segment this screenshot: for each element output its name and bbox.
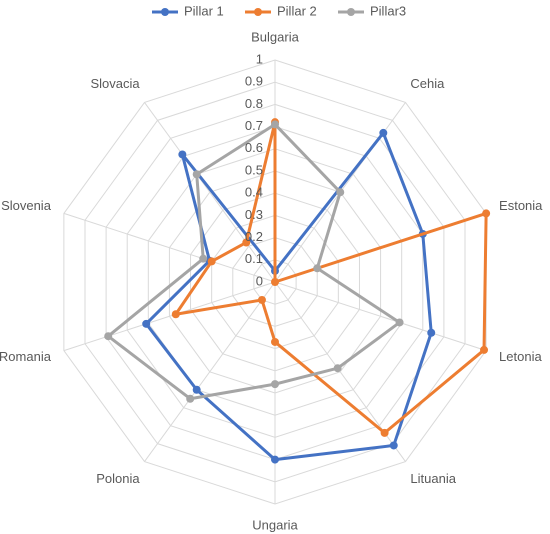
category-label: Ungaria xyxy=(252,517,298,532)
r-tick-label: 0.3 xyxy=(245,207,263,222)
spoke xyxy=(63,212,276,283)
r-tick-label: 0.6 xyxy=(245,140,263,155)
data-point xyxy=(142,319,151,328)
category-label: Slovenia xyxy=(1,198,52,213)
category-label: Lituania xyxy=(410,471,456,486)
legend-label: Pillar 1 xyxy=(184,3,224,18)
data-point xyxy=(271,337,279,346)
data-point xyxy=(271,278,279,286)
data-point xyxy=(257,295,266,304)
data-point xyxy=(427,328,436,337)
r-tick-label: 0.8 xyxy=(245,96,263,111)
category-label: Estonia xyxy=(499,198,543,213)
data-point xyxy=(333,364,342,373)
r-tick-label: 0.4 xyxy=(245,185,263,200)
category-label: Romania xyxy=(0,349,52,364)
spoke xyxy=(63,281,276,352)
data-point xyxy=(395,318,404,327)
spoke xyxy=(274,281,487,352)
data-point xyxy=(192,385,201,394)
category-label: Cehia xyxy=(410,76,445,91)
category-label: Polonia xyxy=(96,471,140,486)
legend-marker xyxy=(347,8,355,16)
data-point xyxy=(482,209,491,218)
legend-label: Pillar 2 xyxy=(277,3,317,18)
data-point xyxy=(171,310,180,319)
r-tick-label: 0 xyxy=(256,273,263,288)
legend-label: Pillar3 xyxy=(370,3,406,18)
data-point xyxy=(192,170,201,179)
data-point xyxy=(480,345,489,354)
r-tick-label: 0.5 xyxy=(245,162,263,177)
data-point xyxy=(313,264,322,273)
r-tick-label: 0.1 xyxy=(245,251,263,266)
data-point xyxy=(178,150,187,159)
data-point xyxy=(104,332,113,341)
data-point xyxy=(271,120,279,129)
data-point xyxy=(271,455,279,464)
category-label: Letonia xyxy=(499,349,542,364)
data-point xyxy=(271,380,279,389)
data-point xyxy=(379,128,388,137)
data-point xyxy=(389,441,398,450)
r-tick-label: 0.9 xyxy=(245,74,263,89)
data-point xyxy=(207,257,216,266)
spoke xyxy=(144,281,276,462)
category-label: Bulgaria xyxy=(251,29,299,44)
data-point xyxy=(336,188,345,197)
r-tick-label: 0.7 xyxy=(245,118,263,133)
category-label: Slovacia xyxy=(90,76,140,91)
r-tick-label: 0.2 xyxy=(245,229,263,244)
data-point xyxy=(186,394,195,403)
legend-marker xyxy=(161,8,169,16)
r-tick-label: 1 xyxy=(256,51,263,66)
spoke xyxy=(144,102,276,283)
legend-marker xyxy=(254,8,262,16)
data-point xyxy=(242,238,251,247)
data-point xyxy=(199,254,208,263)
data-point xyxy=(380,428,389,437)
